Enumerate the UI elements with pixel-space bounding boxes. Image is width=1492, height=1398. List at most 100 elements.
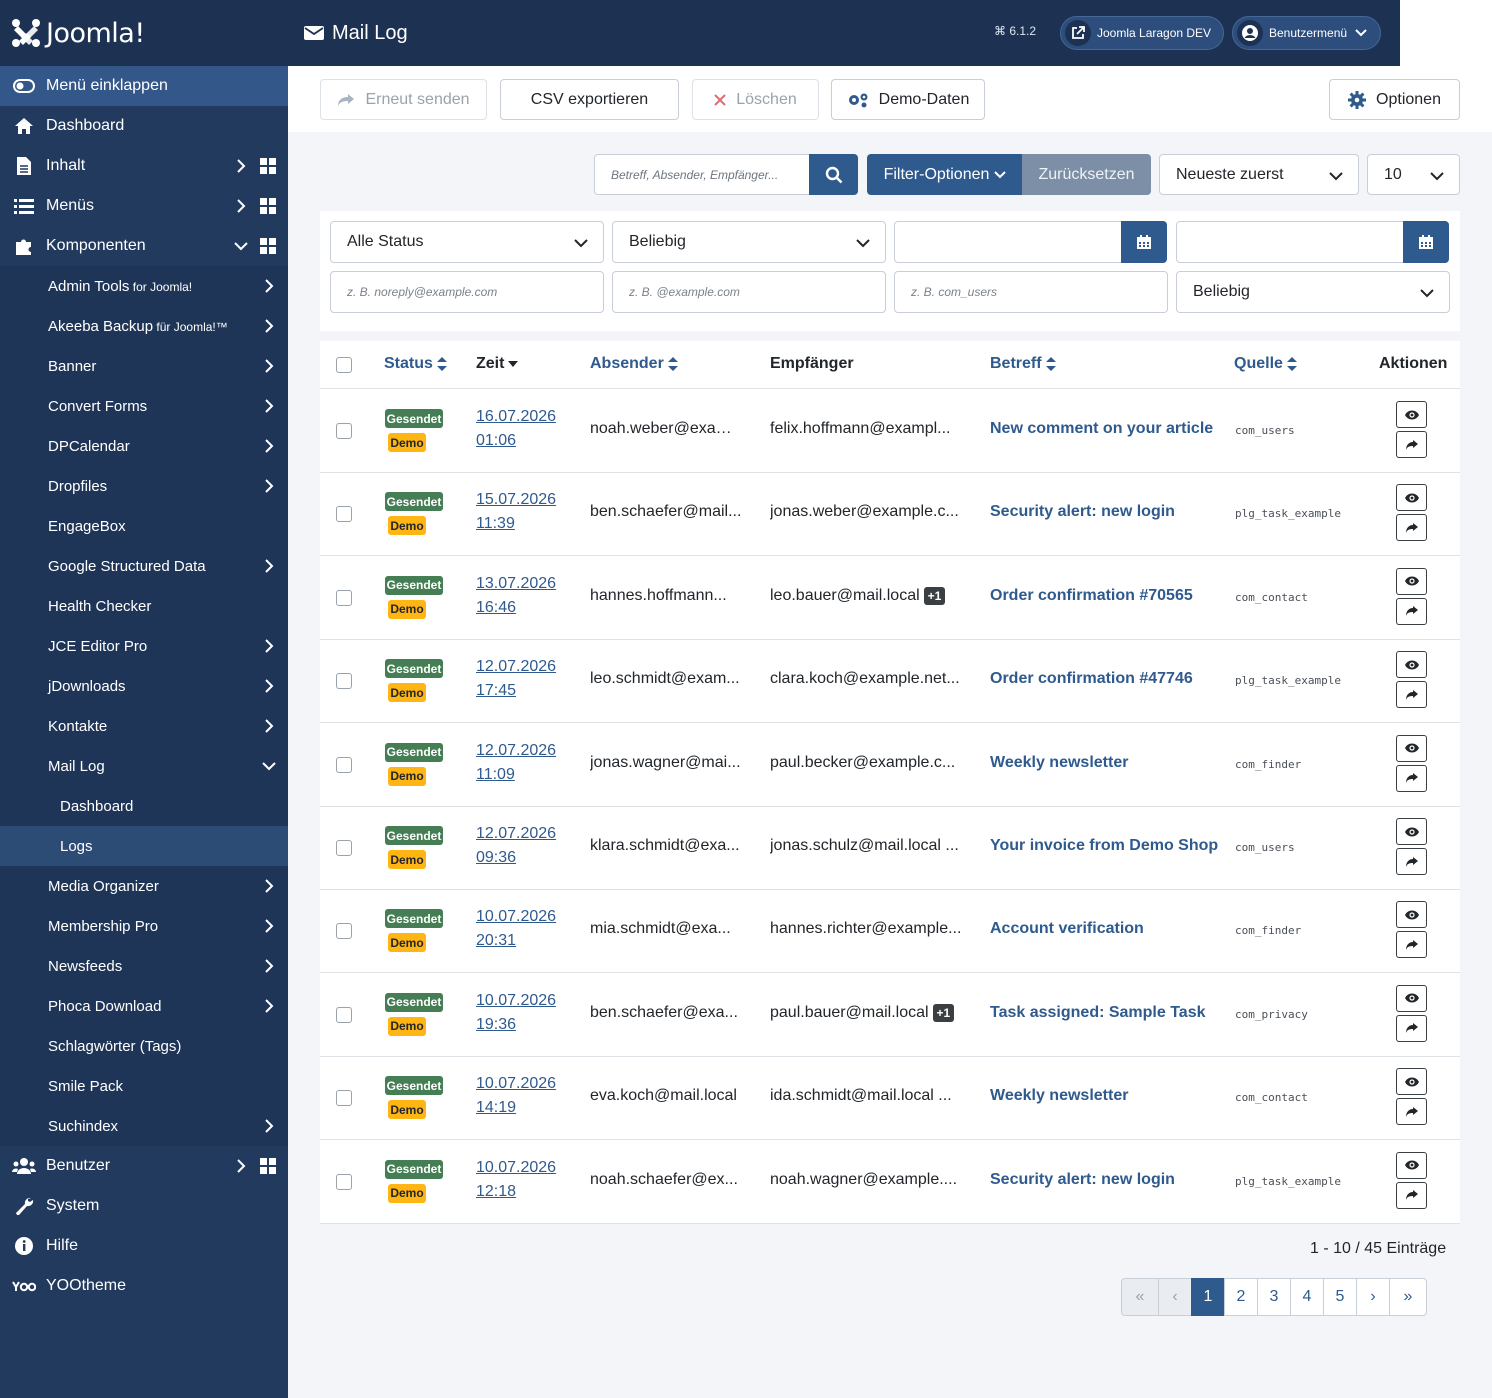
view-button[interactable] <box>1396 484 1427 512</box>
status-filter-select[interactable]: Alle Status <box>330 221 604 263</box>
sidebar-item-system[interactable]: System <box>0 1186 288 1226</box>
sidebar-item-components[interactable]: Komponenten <box>0 226 288 266</box>
sort-status-header[interactable]: Status <box>384 355 447 373</box>
sidebar-item-yootheme[interactable]: YOOtheme <box>0 1266 288 1306</box>
previous-page-button[interactable]: ‹ <box>1158 1278 1192 1316</box>
dashboard-grid-icon[interactable] <box>260 198 276 214</box>
page-button[interactable]: 1 <box>1191 1278 1225 1316</box>
sidebar-component-item[interactable]: Mail Log <box>0 746 288 786</box>
sidebar-item-users[interactable]: Benutzer <box>0 1146 288 1186</box>
select-all-checkbox[interactable] <box>336 357 352 373</box>
time-link[interactable]: 10.07.2026 20:31 <box>476 905 556 953</box>
view-button[interactable] <box>1396 651 1427 679</box>
time-link[interactable]: 15.07.2026 11:39 <box>476 488 556 536</box>
sidebar-component-item[interactable]: DPCalendar <box>0 426 288 466</box>
chevron-down-icon[interactable] <box>234 239 248 253</box>
dashboard-grid-icon[interactable] <box>260 1158 276 1174</box>
row-checkbox[interactable] <box>336 840 352 856</box>
page-button[interactable]: 2 <box>1224 1278 1258 1316</box>
page-button[interactable]: 3 <box>1257 1278 1291 1316</box>
subject-link[interactable]: Order confirmation #47746 <box>990 670 1193 688</box>
subject-link[interactable]: Your invoice from Demo Shop <box>990 837 1219 854</box>
page-button[interactable]: 5 <box>1323 1278 1357 1316</box>
user-menu-button[interactable]: Benutzermenü <box>1232 16 1381 50</box>
page-button[interactable]: 4 <box>1290 1278 1324 1316</box>
resend-row-button[interactable] <box>1396 764 1427 792</box>
last-page-button[interactable]: » <box>1389 1278 1427 1316</box>
row-checkbox[interactable] <box>336 673 352 690</box>
resend-row-button[interactable] <box>1396 1181 1427 1209</box>
brand[interactable]: Joomla! <box>0 0 288 66</box>
filter-options-button[interactable]: Filter-Optionen <box>867 154 1023 195</box>
sidebar-component-item[interactable]: Phoca Download <box>0 986 288 1026</box>
row-checkbox[interactable] <box>336 423 352 439</box>
sidebar-component-item[interactable]: Akeeba Backup für Joomla!™ <box>0 306 288 346</box>
resend-row-button[interactable] <box>1396 931 1427 959</box>
time-link[interactable]: 10.07.2026 12:18 <box>476 1156 556 1204</box>
ordering-select[interactable]: Neueste zuerst <box>1159 154 1359 195</box>
view-button[interactable] <box>1396 984 1427 1012</box>
subject-link[interactable]: Account verification <box>990 920 1144 938</box>
resend-row-button[interactable] <box>1396 848 1427 875</box>
time-link[interactable]: 12.07.2026 17:45 <box>476 655 556 703</box>
search-button[interactable] <box>809 154 858 195</box>
reset-button[interactable]: Zurücksetzen <box>1022 154 1151 195</box>
chevron-right-icon[interactable] <box>234 159 248 173</box>
time-link[interactable]: 12.07.2026 11:09 <box>476 739 556 787</box>
sidebar-component-item[interactable]: Smile Pack <box>0 1066 288 1106</box>
sidebar-maillog-sub-item[interactable]: Dashboard <box>0 786 288 826</box>
date-to-input[interactable] <box>1176 221 1404 263</box>
view-button[interactable] <box>1396 901 1427 929</box>
sidebar-maillog-sub-item[interactable]: Logs <box>0 826 288 866</box>
sidebar-component-item[interactable]: Media Organizer <box>0 866 288 906</box>
dashboard-grid-icon[interactable] <box>260 238 276 254</box>
subject-link[interactable]: New comment on your article <box>990 420 1214 437</box>
sidebar-component-item[interactable]: Kontakte <box>0 706 288 746</box>
date-from-calendar-button[interactable] <box>1121 221 1167 263</box>
sort-time-header[interactable]: Zeit <box>476 355 519 373</box>
subject-link[interactable]: Order confirmation #70565 <box>990 586 1193 604</box>
subject-link[interactable]: Weekly newsletter <box>990 1087 1129 1105</box>
time-link[interactable]: 10.07.2026 14:19 <box>476 1072 556 1120</box>
row-checkbox[interactable] <box>336 1173 352 1190</box>
period-filter-select[interactable]: Beliebig <box>612 221 886 263</box>
sidebar-component-item[interactable]: JCE Editor Pro <box>0 626 288 666</box>
view-button[interactable] <box>1396 567 1427 595</box>
type-filter-select[interactable]: Beliebig <box>1176 271 1450 313</box>
sidebar-component-item[interactable]: Membership Pro <box>0 906 288 946</box>
date-from-input[interactable] <box>894 221 1122 263</box>
resend-row-button[interactable] <box>1396 514 1427 542</box>
csv-export-button[interactable]: CSV exportieren <box>500 79 679 120</box>
sort-sender-header[interactable]: Absender <box>590 355 678 373</box>
sidebar-item-help[interactable]: Hilfe <box>0 1226 288 1266</box>
sort-subject-header[interactable]: Betreff <box>990 355 1056 373</box>
sidebar-component-item[interactable]: Admin Tools for Joomla! <box>0 266 288 306</box>
sidebar-component-item[interactable]: Dropfiles <box>0 466 288 506</box>
resend-row-button[interactable] <box>1396 431 1427 458</box>
time-link[interactable]: 16.07.2026 01:06 <box>476 405 556 453</box>
row-checkbox[interactable] <box>336 506 352 523</box>
subject-link[interactable]: Security alert: new login <box>990 503 1175 521</box>
first-page-button[interactable]: « <box>1121 1278 1159 1316</box>
resend-row-button[interactable] <box>1396 1014 1427 1042</box>
row-checkbox[interactable] <box>336 1090 352 1107</box>
resend-row-button[interactable] <box>1396 1098 1427 1126</box>
resend-row-button[interactable] <box>1396 597 1427 625</box>
sidebar-component-item[interactable]: EngageBox <box>0 506 288 546</box>
sidebar-component-item[interactable]: Health Checker <box>0 586 288 626</box>
dashboard-grid-icon[interactable] <box>260 158 276 174</box>
sidebar-component-item[interactable]: Suchindex <box>0 1106 288 1146</box>
limit-select[interactable]: 10 <box>1367 154 1460 195</box>
chevron-right-icon[interactable] <box>234 1159 248 1173</box>
time-link[interactable]: 13.07.2026 16:46 <box>476 572 556 620</box>
date-to-calendar-button[interactable] <box>1403 221 1449 263</box>
sidebar-item-menus[interactable]: Menüs <box>0 186 288 226</box>
view-button[interactable] <box>1396 1068 1427 1096</box>
sidebar-component-item[interactable]: jDownloads <box>0 666 288 706</box>
sidebar-item-dashboard[interactable]: Dashboard <box>0 106 288 146</box>
time-link[interactable]: 10.07.2026 19:36 <box>476 989 556 1037</box>
view-button[interactable] <box>1396 1151 1427 1179</box>
recipient-filter-input[interactable]: z. B. @example.com <box>612 271 886 313</box>
subject-link[interactable]: Task assigned: Sample Task <box>990 1003 1206 1021</box>
sidebar-component-item[interactable]: Google Structured Data <box>0 546 288 586</box>
